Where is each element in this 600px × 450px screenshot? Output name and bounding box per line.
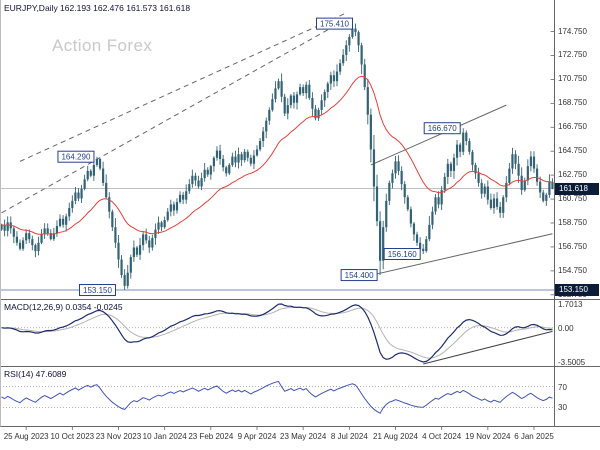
trendlines: [1, 12, 553, 275]
symbol-title: EURJPY,Daily 162.193 162.476 161.573 161…: [4, 3, 191, 13]
trendline[interactable]: [370, 104, 507, 166]
trendline[interactable]: [19, 12, 347, 162]
price-axis-tick: 166.750: [558, 122, 587, 132]
price-axis-tick: 172.750: [558, 50, 587, 60]
price-axis-tick: 162.750: [558, 170, 587, 180]
svg-text:154.400: 154.400: [345, 271, 374, 280]
price-axis-tick: 174.750: [558, 26, 587, 36]
svg-text:153.150: 153.150: [83, 286, 112, 295]
time-axis-label: 9 Apr 2024: [237, 432, 277, 441]
current-price-tag: 161.618: [555, 182, 599, 195]
price-label-box: 156.160: [383, 248, 421, 261]
moving-average-line: [1, 75, 553, 235]
time-axis-label: 19 Nov 2024: [465, 432, 511, 441]
rsi-axis[interactable]: 70 30: [555, 367, 600, 426]
time-axis[interactable]: 25 Aug 2023 10 Oct 2023 23 Nov 2023 10 Jan …: [0, 427, 600, 450]
time-axis-label: 10 Jan 2024: [142, 432, 187, 441]
svg-text:175.410: 175.410: [320, 19, 349, 28]
macd-axis-min: -3.5005: [558, 358, 586, 367]
price-axis-tick: 156.750: [558, 241, 587, 251]
price-label-box: 154.400: [340, 269, 378, 282]
macd-indicator-label: MACD(12,26,9) 0.0354 -0.0245: [4, 302, 123, 312]
rsi-line: [1, 380, 553, 414]
time-axis-label: 23 May 2024: [280, 432, 327, 441]
trendline[interactable]: [1, 17, 350, 214]
price-axis-tick: 160.750: [558, 194, 587, 204]
price-label-box: 175.410: [315, 17, 353, 30]
macd-main-line: [1, 303, 553, 363]
time-axis-label: 23 Feb 2024: [188, 432, 234, 441]
candlestick-series: [0, 23, 554, 291]
svg-text:164.290: 164.290: [61, 153, 90, 162]
time-axis-label: 21 Aug 2024: [373, 432, 418, 441]
macd-trendline[interactable]: [423, 330, 553, 365]
time-axis-label: 10 Oct 2023: [50, 432, 95, 441]
time-axis-label: 23 Nov 2023: [95, 432, 142, 441]
time-axis-label: 6 Jan 2025: [514, 432, 554, 441]
price-axis-tick: 158.750: [558, 218, 587, 227]
time-axis-label: 25 Aug 2023: [3, 432, 49, 441]
price-axis-tick: 168.750: [558, 98, 587, 108]
rsi-axis-tick: 70: [558, 382, 567, 392]
macd-axis-zero: 0.00: [558, 323, 574, 333]
trendline[interactable]: [376, 233, 553, 275]
svg-text:166.670: 166.670: [428, 124, 457, 133]
macd-axis[interactable]: 1.7013 0.00 -3.5005: [555, 300, 600, 367]
time-axis-label: 4 Oct 2024: [422, 432, 462, 441]
macd-axis-max: 1.7013: [558, 300, 583, 309]
price-label-box: 166.670: [423, 122, 461, 135]
svg-text:156.160: 156.160: [388, 250, 417, 259]
price-label-box: 153.150: [78, 284, 116, 297]
price-axis-tick: 154.750: [558, 265, 587, 275]
price-axis-tick: 164.750: [558, 146, 587, 156]
rsi-indicator-label: RSI(14) 47.6089: [4, 369, 67, 379]
price-axis-tick: 170.750: [558, 74, 587, 84]
watermark: Action Forex: [52, 36, 153, 55]
rsi-axis-tick: 30: [558, 403, 567, 413]
price-axis[interactable]: 174.750 172.750 170.750 168.750 166.750 164.7…: [555, 0, 600, 299]
support-price-tag: 153.150: [555, 284, 599, 297]
price-label-box: 164.290: [57, 150, 95, 163]
time-axis-label: 8 Jul 2024: [330, 432, 368, 441]
macd-signal-line: [1, 306, 553, 359]
